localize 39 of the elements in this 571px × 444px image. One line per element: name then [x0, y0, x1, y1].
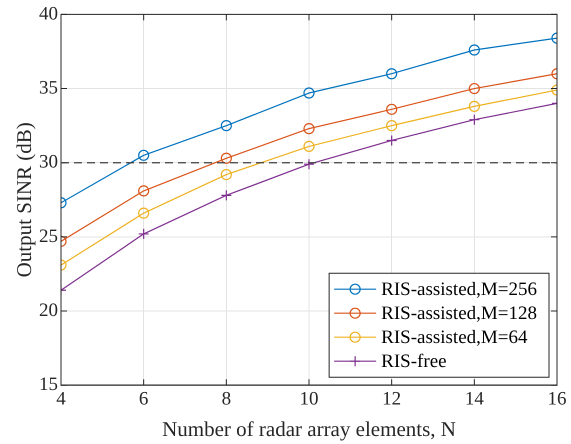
point — [220, 190, 232, 201]
point — [386, 134, 398, 146]
x-axis-title: Number of radar array elements, N — [162, 417, 456, 441]
y-axis-title: Output SINR (dB) — [12, 122, 36, 278]
point — [303, 87, 315, 99]
point — [303, 123, 315, 134]
x-tick-label: 10 — [300, 388, 318, 410]
y-tick-label: 15 — [39, 374, 58, 396]
point — [220, 168, 232, 180]
x-tick-label: 12 — [382, 388, 402, 410]
point — [468, 114, 480, 126]
y-tick-label: 25 — [39, 226, 58, 247]
point — [468, 44, 480, 56]
legend-label: RIS-assisted,M=256 — [381, 279, 537, 300]
legend-label: RIS-assisted,M=128 — [381, 303, 537, 324]
x-tick-label: 4 — [56, 388, 66, 410]
point — [468, 100, 480, 112]
legend-label: RIS-assisted,M=64 — [381, 327, 528, 348]
point — [138, 185, 150, 196]
y-tick-label: 20 — [39, 300, 58, 322]
y-tick-label: 40 — [39, 3, 58, 24]
point — [138, 208, 150, 219]
point — [303, 140, 315, 152]
legend-label: RIS-free — [381, 351, 447, 372]
x-tick-label: 14 — [464, 388, 484, 410]
y-tick-label: 35 — [39, 78, 58, 99]
y-tick-label: 30 — [39, 152, 58, 173]
point — [138, 150, 150, 161]
point — [220, 152, 232, 164]
point — [303, 158, 315, 170]
x-tick-label: 16 — [548, 388, 566, 410]
point — [220, 120, 232, 132]
point — [386, 104, 398, 115]
point — [386, 68, 398, 80]
x-tick-label: 8 — [222, 388, 232, 410]
point — [386, 120, 398, 132]
x-tick-label: 6 — [138, 388, 148, 410]
point — [468, 82, 480, 94]
point — [138, 228, 150, 240]
